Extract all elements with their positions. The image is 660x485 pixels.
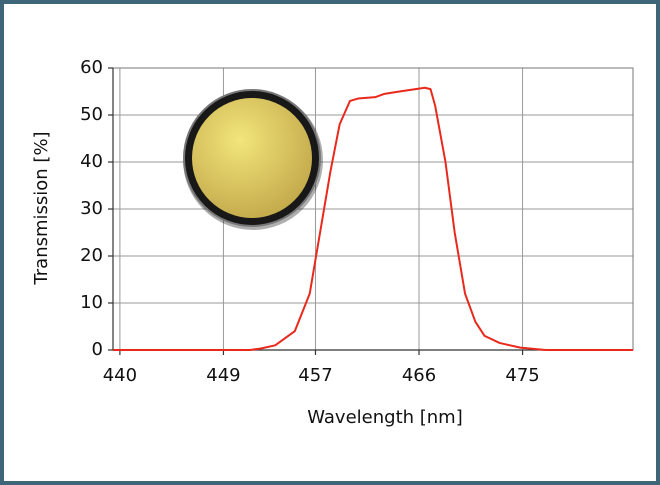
grid bbox=[112, 67, 634, 351]
y-axis-title: Transmission [%] bbox=[31, 131, 52, 285]
y-tick-label: 0 bbox=[92, 339, 103, 360]
series-line bbox=[113, 86, 633, 351]
x-tick-label: 475 bbox=[505, 365, 539, 386]
y-tick-label: 20 bbox=[80, 245, 103, 266]
x-tick-label: 466 bbox=[402, 365, 436, 386]
filter-glass bbox=[192, 98, 312, 218]
y-tick-label: 10 bbox=[80, 292, 103, 313]
x-tick-label: 449 bbox=[206, 365, 240, 386]
y-tick-label: 60 bbox=[80, 57, 103, 78]
y-tick-label: 50 bbox=[80, 104, 103, 125]
x-axis-title: Wavelength [nm] bbox=[307, 407, 463, 428]
y-tick-label: 40 bbox=[80, 151, 103, 172]
x-tick-label: 457 bbox=[298, 365, 332, 386]
x-tick-label: 440 bbox=[103, 365, 137, 386]
y-tick-label: 30 bbox=[80, 198, 103, 219]
